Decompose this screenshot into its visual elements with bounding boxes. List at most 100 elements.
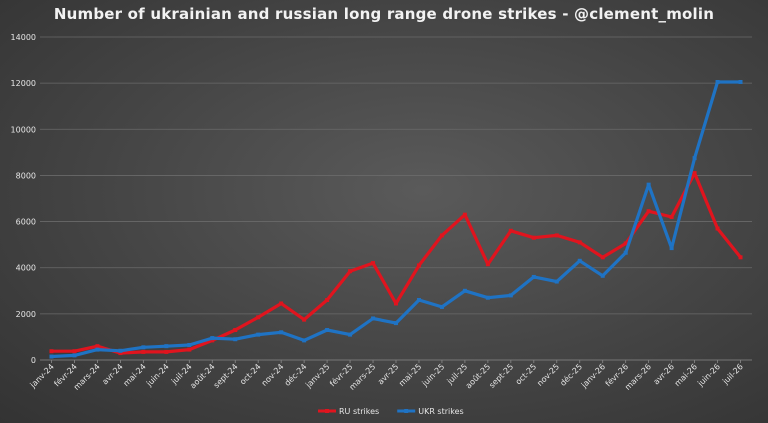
data-point-ukr-strikes (485, 295, 490, 300)
data-point-ukr-strikes (531, 274, 536, 279)
data-point-ru-strikes (325, 298, 330, 303)
data-point-ukr-strikes (72, 353, 77, 358)
data-point-ru-strikes (72, 349, 77, 354)
data-point-ru-strikes (531, 235, 536, 240)
y-tick-label: 8000 (16, 171, 36, 180)
data-point-ukr-strikes (669, 246, 674, 251)
data-point-ru-strikes (164, 349, 169, 354)
legend: RU strikes UKR strikes (318, 407, 464, 416)
data-point-ru-strikes (485, 262, 490, 267)
data-point-ru-strikes (95, 344, 100, 349)
data-point-ru-strikes (600, 255, 605, 260)
data-point-ru-strikes (577, 240, 582, 245)
y-tick-label: 6000 (16, 218, 36, 227)
x-tick-label: oct-24 (238, 362, 262, 386)
data-point-ru-strikes (302, 317, 307, 322)
x-tick-label: janv-25 (303, 362, 331, 390)
series (49, 79, 743, 359)
data-point-ru-strikes (715, 226, 720, 231)
legend-marker-ru-strikes (325, 409, 329, 413)
data-point-ukr-strikes (416, 298, 421, 303)
data-point-ru-strikes (669, 214, 674, 219)
data-point-ru-strikes (439, 233, 444, 238)
legend-label-ru-strikes: RU strikes (339, 407, 379, 416)
x-tick-label: oct-25 (514, 362, 538, 386)
x-tick-label: juil-26 (720, 362, 745, 387)
data-point-ukr-strikes (233, 337, 238, 342)
y-tick-label: 14000 (11, 33, 36, 42)
data-point-ru-strikes (348, 269, 353, 274)
data-point-ukr-strikes (210, 336, 215, 341)
y-axis: 0 2000 4000 6000 8000 10000 12000 14000 (11, 33, 36, 365)
data-point-ukr-strikes (325, 328, 330, 333)
data-point-ru-strikes (49, 349, 54, 354)
data-point-ukr-strikes (348, 332, 353, 337)
x-tick-label: janv-24 (28, 362, 56, 390)
data-point-ru-strikes (279, 301, 284, 306)
x-tick-label: janv-26 (579, 362, 607, 390)
y-tick-label: 0 (31, 356, 36, 365)
data-point-ukr-strikes (49, 354, 54, 359)
data-point-ru-strikes (462, 212, 467, 217)
data-point-ukr-strikes (279, 330, 284, 335)
data-point-ukr-strikes (554, 279, 559, 284)
data-point-ru-strikes (187, 347, 192, 352)
x-tick-label: août-25 (464, 362, 492, 390)
x-axis: janv-24févr-24mars-24avr-24mai-24juin-24… (28, 360, 745, 392)
data-point-ukr-strikes (95, 347, 100, 352)
data-point-ru-strikes (508, 228, 513, 233)
x-tick-label: sept-25 (487, 362, 515, 390)
data-point-ru-strikes (738, 255, 743, 260)
x-tick-label: sept-24 (212, 362, 240, 390)
data-point-ukr-strikes (187, 343, 192, 348)
data-point-ukr-strikes (600, 273, 605, 278)
data-point-ukr-strikes (302, 338, 307, 343)
y-tick-label: 2000 (16, 310, 36, 319)
chart-title: Number of ukrainian and russian long ran… (53, 5, 715, 23)
data-point-ukr-strikes (738, 79, 743, 84)
data-point-ukr-strikes (692, 156, 697, 161)
y-tick-label: 4000 (16, 264, 36, 273)
data-point-ukr-strikes (623, 250, 628, 255)
series-line-ru-strikes (49, 171, 743, 355)
data-point-ru-strikes (210, 338, 215, 343)
data-point-ru-strikes (141, 349, 146, 354)
data-point-ru-strikes (371, 261, 376, 266)
data-point-ru-strikes (692, 171, 697, 176)
data-point-ukr-strikes (439, 304, 444, 309)
data-point-ru-strikes (416, 263, 421, 268)
data-point-ru-strikes (646, 209, 651, 214)
data-point-ukr-strikes (141, 345, 146, 350)
data-point-ukr-strikes (715, 79, 720, 84)
x-tick-label: avr-26 (652, 362, 676, 386)
data-point-ukr-strikes (164, 344, 169, 349)
series-line-ukr-strikes (49, 80, 743, 359)
data-point-ru-strikes (233, 328, 238, 333)
data-point-ru-strikes (623, 241, 628, 246)
data-point-ukr-strikes (462, 288, 467, 293)
x-tick-label: mai-24 (122, 362, 148, 388)
data-point-ukr-strikes (118, 348, 123, 353)
x-tick-label: juin-25 (420, 362, 447, 389)
data-point-ru-strikes (554, 233, 559, 238)
x-tick-label: août-24 (188, 362, 216, 390)
data-point-ukr-strikes (256, 332, 261, 337)
x-tick-label: mai-26 (673, 362, 699, 388)
data-point-ru-strikes (118, 351, 123, 356)
x-tick-label: juin-24 (144, 362, 171, 389)
data-point-ukr-strikes (577, 258, 582, 263)
data-point-ru-strikes (394, 301, 398, 306)
data-point-ru-strikes (256, 315, 261, 320)
x-tick-label: juin-26 (695, 362, 722, 389)
data-point-ukr-strikes (394, 321, 398, 326)
y-tick-label: 12000 (11, 79, 36, 88)
data-point-ukr-strikes (371, 316, 376, 321)
x-tick-label: mai-25 (397, 362, 423, 388)
x-tick-label: avr-24 (100, 362, 124, 386)
x-tick-label: nov-24 (260, 362, 286, 388)
y-tick-label: 10000 (11, 125, 36, 134)
legend-label-ukr-strikes: UKR strikes (418, 407, 463, 416)
data-point-ukr-strikes (646, 182, 651, 187)
